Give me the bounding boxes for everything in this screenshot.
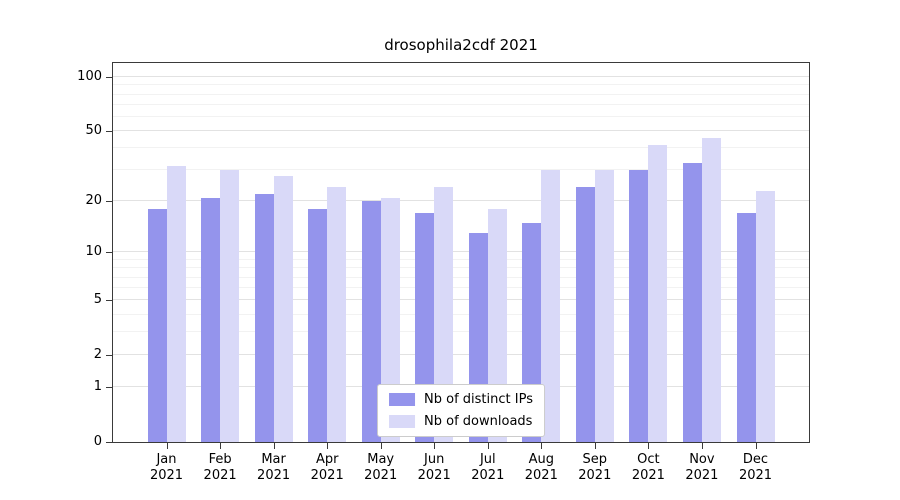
x-tick-label: Jun 2021 (417, 452, 451, 483)
major-gridline (113, 130, 809, 131)
x-tick (487, 443, 489, 449)
major-gridline (113, 299, 809, 301)
minor-gridline (113, 313, 809, 315)
minor-gridline (113, 267, 809, 269)
y-tick (106, 387, 112, 389)
legend-label-downloads: Nb of downloads (424, 414, 533, 429)
minor-gridline (113, 331, 809, 333)
bar-ips-apr (308, 209, 328, 442)
minor-gridline (113, 84, 809, 86)
bar-ips-may (361, 201, 381, 442)
x-tick (434, 443, 436, 449)
y-tick (106, 252, 112, 254)
legend-label-distinct-ips: Nb of distinct IPs (424, 392, 533, 407)
x-tick (755, 443, 757, 449)
x-tick-label: Nov 2021 (685, 452, 719, 483)
legend-swatch-downloads (389, 415, 416, 428)
y-tick-label: 0 (93, 434, 102, 449)
y-tick (106, 201, 112, 203)
legend-item-downloads: Nb of downloads (389, 414, 533, 429)
minor-gridline (113, 258, 809, 260)
bar-ips-feb (201, 197, 221, 442)
y-tick (106, 300, 112, 302)
y-tick-label: 10 (85, 244, 102, 260)
minor-gridline (113, 103, 809, 105)
y-tick (106, 355, 112, 357)
major-gridline (113, 200, 809, 202)
x-tick (220, 443, 222, 449)
bar-downloads-sep (594, 170, 614, 442)
y-tick (106, 442, 112, 443)
x-tick (273, 443, 275, 449)
legend: Nb of distinct IPs Nb of downloads (377, 384, 545, 437)
legend-swatch-distinct-ips (389, 393, 416, 406)
bar-downloads-nov (701, 137, 721, 442)
x-tick (327, 443, 329, 449)
y-tick (106, 131, 112, 132)
y-tick-label: 50 (85, 123, 102, 138)
x-tick-label: Dec 2021 (738, 452, 773, 483)
chart-title: drosophila2cdf 2021 (384, 36, 538, 54)
bar-downloads-apr (327, 187, 347, 442)
bar-downloads-may (380, 197, 400, 442)
legend-item-distinct-ips: Nb of distinct IPs (389, 392, 533, 407)
y-tick-label: 100 (77, 69, 102, 84)
bar-ips-mar (254, 194, 274, 442)
x-tick-label: Jan 2021 (149, 452, 184, 483)
y-tick (106, 77, 112, 78)
minor-gridline (113, 169, 809, 171)
x-tick (380, 443, 382, 449)
bar-downloads-jul (487, 209, 507, 442)
x-tick (166, 443, 168, 449)
bar-ips-sep (575, 187, 595, 442)
x-tick-label: Sep 2021 (578, 452, 612, 483)
minor-gridline (113, 147, 809, 149)
bar-downloads-mar (273, 175, 293, 442)
bar-ips-dec (736, 213, 756, 442)
minor-gridline (113, 276, 809, 278)
bar-ips-oct (629, 170, 649, 442)
bar-downloads-jun (434, 187, 454, 442)
bar-ips-jan (147, 209, 167, 442)
y-tick-label: 2 (93, 347, 102, 363)
x-tick-label: Feb 2021 (203, 452, 237, 483)
x-tick-label: May 2021 (364, 452, 398, 483)
x-tick-label: Apr 2021 (310, 452, 344, 483)
minor-gridline (113, 287, 809, 289)
y-tick-label: 20 (85, 193, 102, 209)
x-tick-label: Mar 2021 (257, 452, 291, 483)
minor-gridline (113, 115, 809, 117)
y-tick-label: 1 (93, 379, 102, 395)
major-gridline (113, 354, 809, 356)
x-tick (648, 443, 650, 449)
bar-downloads-jan (166, 165, 186, 442)
bar-downloads-oct (648, 144, 668, 442)
x-tick-label: Oct 2021 (631, 452, 665, 483)
y-tick-label: 5 (93, 292, 102, 308)
x-tick (594, 443, 596, 449)
major-gridline (113, 251, 809, 253)
x-tick (701, 443, 703, 449)
bar-downloads-feb (220, 170, 240, 442)
plot-area: Nb of distinct IPs Nb of downloads (112, 62, 810, 443)
minor-gridline (113, 93, 809, 95)
x-tick (541, 443, 543, 449)
bar-ips-nov (682, 163, 702, 442)
x-tick-label: Jul 2021 (471, 452, 505, 483)
major-gridline (113, 76, 809, 77)
bar-downloads-dec (755, 190, 775, 442)
x-tick-label: Aug 2021 (524, 452, 558, 483)
bar-downloads-aug (541, 170, 561, 442)
